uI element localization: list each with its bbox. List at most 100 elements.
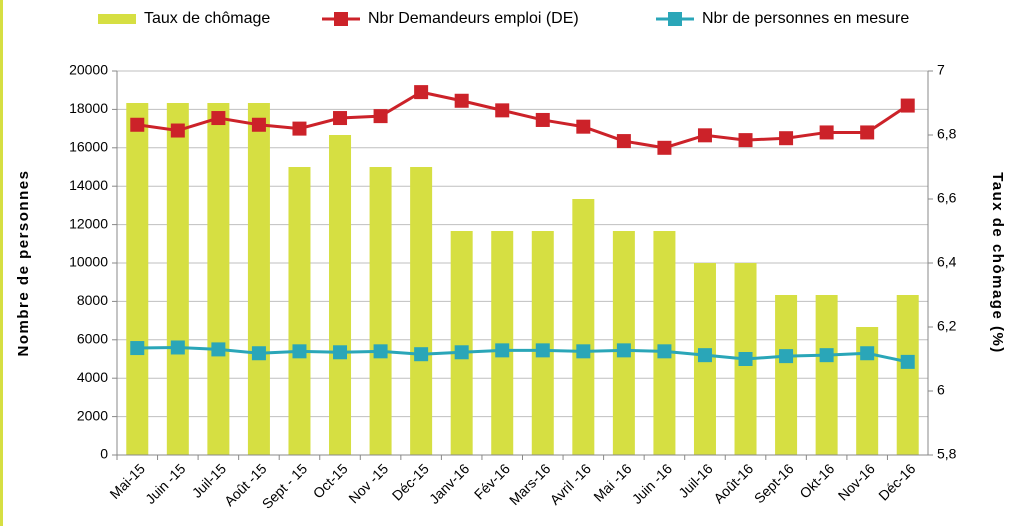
edge-strip [0,0,3,526]
marker [900,98,915,113]
y2-tick-label: 6,4 [937,254,957,270]
marker [454,93,469,108]
marker [292,121,307,136]
y2-tick-label: 6,8 [937,126,957,142]
marker [819,348,834,363]
marker [333,345,348,360]
bar [572,199,595,455]
x-tick-label: Juin -15 [142,460,189,507]
marker [170,123,185,138]
x-tick-label: Sept-16 [751,460,797,506]
bar [450,231,473,455]
marker [495,343,510,358]
marker [779,131,794,146]
y2-tick-label: 6,6 [937,190,957,206]
marker [251,346,266,361]
bar [653,231,676,455]
bar [775,295,798,455]
bar [896,295,919,455]
y-tick-label: 12000 [69,215,108,231]
marker [819,125,834,140]
y-tick-label: 10000 [69,254,108,270]
marker [860,125,875,140]
marker [697,348,712,363]
x-tick-label: Déc-16 [875,460,918,503]
y-tick-label: 20000 [69,62,108,78]
bar [288,167,311,455]
bar [856,327,879,455]
marker [373,344,388,359]
legend-swatch [98,14,136,24]
x-tick-label: Okt-16 [796,460,837,501]
marker [414,347,429,362]
marker [292,344,307,359]
bar [531,231,554,455]
marker [333,111,348,126]
y-tick-label: 4000 [77,369,108,385]
bar [815,295,838,455]
marker [860,346,875,361]
y2-tick-label: 6,2 [937,318,957,334]
x-tick-label: Nov-16 [835,460,878,503]
legend-label: Nbr Demandeurs emploi (DE) [368,10,579,27]
y-tick-label: 2000 [77,407,108,423]
y-tick-label: 0 [100,446,108,462]
marker [697,128,712,143]
bar [612,231,635,455]
x-tick-label: Janv-16 [426,460,473,507]
marker [576,344,591,359]
marker [373,109,388,124]
marker [779,349,794,364]
x-tick-label: Nov -15 [345,460,391,506]
bar [166,103,189,455]
marker [535,343,550,358]
legend-marker [668,12,682,26]
y-tick-label: 6000 [77,331,108,347]
y-tick-label: 18000 [69,100,108,116]
marker [454,345,469,360]
marker [576,119,591,134]
marker [616,343,631,358]
y2-tick-label: 7 [937,62,945,78]
y-tick-label: 14000 [69,177,108,193]
y-tick-label: 8000 [77,292,108,308]
x-tick-label: Déc-15 [389,460,432,503]
marker [616,134,631,149]
bar [410,167,433,455]
marker [130,341,145,356]
x-tick-label: Juin -16 [629,460,676,507]
marker [130,117,145,132]
y2-tick-label: 6 [937,382,945,398]
marker [738,352,753,366]
marker [170,340,185,355]
marker [251,117,266,132]
x-tick-label: Mars-16 [506,460,554,508]
bar [369,167,392,455]
marker [535,112,550,127]
marker [900,354,915,369]
bar [126,103,149,455]
legend-marker [334,12,348,26]
bar [207,103,230,455]
y-axis-title: Nombre de personnes [15,170,32,357]
bar [247,103,270,455]
x-tick-label: Avril -16 [547,460,595,508]
x-tick-label: Mai -16 [590,460,634,504]
marker [211,342,226,357]
legend-label: Taux de chômage [144,10,270,27]
y2-axis-title: Taux de chômage (%) [989,172,1006,354]
y2-tick-label: 5,8 [937,446,957,462]
y-tick-label: 16000 [69,139,108,155]
legend-label: Nbr de personnes en mesure [702,10,909,27]
marker [495,103,510,118]
bar [491,231,514,455]
bar [329,135,352,455]
marker [414,85,429,100]
marker [211,111,226,126]
x-tick-label: Sept - 15 [259,460,311,512]
marker [738,133,753,148]
x-tick-label: Août-16 [710,460,756,506]
marker [657,140,672,155]
marker [657,344,672,359]
